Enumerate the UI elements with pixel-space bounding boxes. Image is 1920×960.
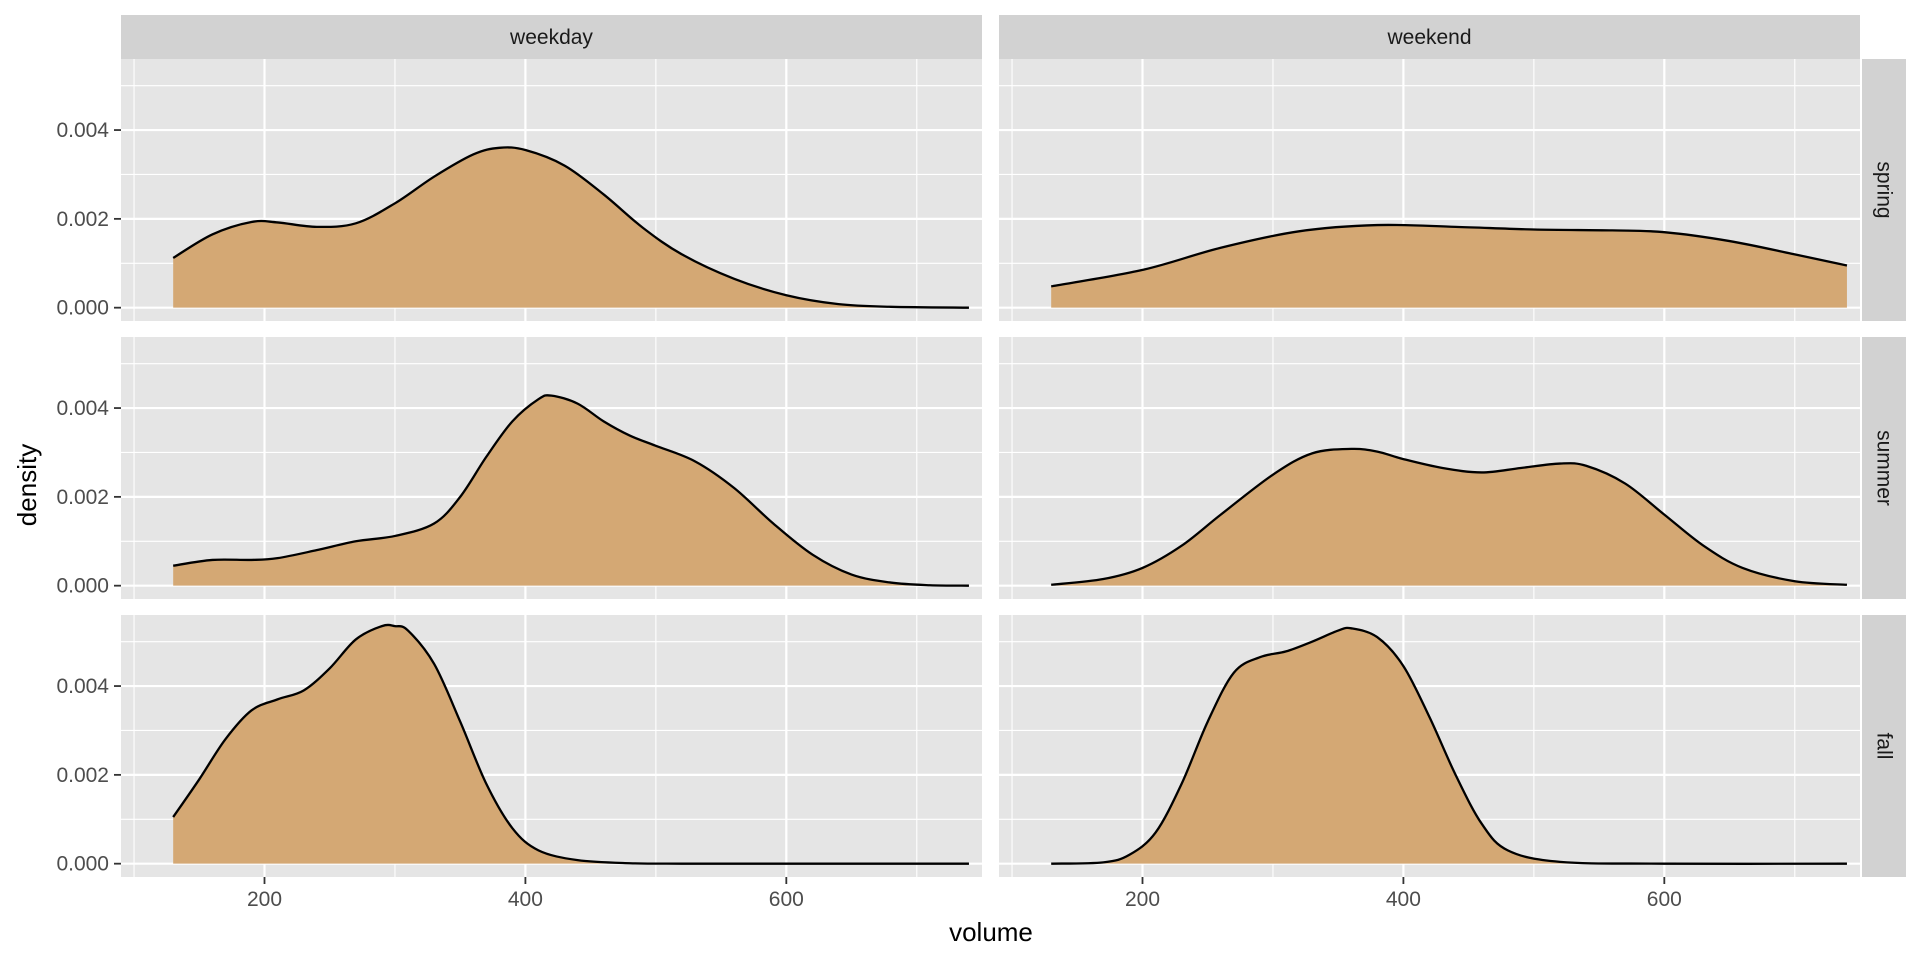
panel-weekend-fall (999, 615, 1860, 877)
x-tick-label: 600 (1647, 888, 1682, 911)
density-curve-weekday-summer (173, 394, 969, 587)
strip-label-spring: spring (1873, 161, 1896, 218)
density-area-weekend-fall (1051, 627, 1847, 864)
strip-background (999, 15, 1860, 59)
row-strip-spring: spring (1862, 59, 1906, 321)
density-curve-weekend-spring (1050, 223, 1848, 288)
x-tick-label: 400 (1386, 888, 1421, 911)
y-tick-label: 0.002 (56, 486, 109, 509)
strip-label-weekend: weekend (1386, 26, 1471, 49)
density-curve-weekend-fall (1051, 626, 1847, 865)
density-curve-weekday-fall (172, 623, 969, 865)
x-tick-label: 200 (247, 888, 282, 911)
panel-weekday-summer (121, 337, 982, 599)
panel-weekday-fall (121, 615, 982, 877)
strip-background (1862, 337, 1906, 599)
strip-label-weekday: weekday (509, 26, 593, 49)
row-strip-fall: fall (1862, 615, 1906, 877)
x-tick-label: 200 (1125, 888, 1160, 911)
panel-weekend-spring (999, 59, 1860, 321)
y-tick-label: 0.004 (56, 397, 109, 420)
y-tick-label: 0.000 (56, 297, 109, 320)
strip-background (121, 15, 982, 59)
y-tick-label: 0.004 (56, 675, 109, 698)
strip-label-summer: summer (1873, 430, 1896, 506)
strip-background (1862, 59, 1906, 321)
column-strip-weekend: weekend (999, 15, 1860, 59)
x-axis-title: volume (949, 917, 1033, 947)
y-tick-label: 0.002 (56, 764, 109, 787)
strip-background (1862, 615, 1906, 877)
density-curve-weekday-spring (172, 146, 969, 309)
panel-weekday-spring (121, 59, 982, 321)
density-area-weekend-summer (1051, 448, 1847, 586)
x-tick-label: 600 (769, 888, 804, 911)
panel-weekend-summer (999, 337, 1860, 599)
density-curve-weekend-summer (1051, 447, 1848, 586)
y-tick-label: 0.000 (56, 853, 109, 876)
density-area-weekday-spring (173, 147, 969, 308)
row-strip-summer: summer (1862, 337, 1906, 599)
density-area-weekday-summer (173, 395, 969, 586)
y-tick-label: 0.004 (56, 119, 109, 142)
density-area-weekday-fall (173, 624, 969, 864)
y-tick-label: 0.002 (56, 208, 109, 231)
y-tick-label: 0.000 (56, 575, 109, 598)
strip-label-fall: fall (1873, 733, 1896, 760)
column-strip-weekday: weekday (121, 15, 982, 59)
x-tick-label: 400 (508, 888, 543, 911)
density-area-weekend-spring (1051, 224, 1847, 308)
y-axis-title: density (12, 444, 42, 526)
